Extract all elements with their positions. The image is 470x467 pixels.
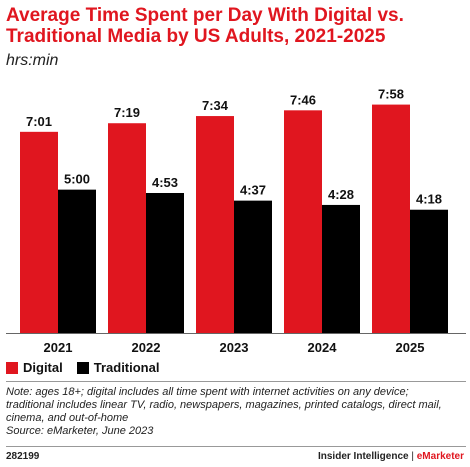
bar-digital-2024 [284,110,322,333]
chart-subtitle: hrs:min [6,52,59,69]
chart-id: 282199 [6,451,40,462]
legend-label-traditional: Traditional [93,360,160,375]
legend: Digital Traditional [6,360,173,375]
data-label-traditional-2023: 4:37 [240,183,266,198]
data-label-traditional-2025: 4:18 [416,192,442,207]
x-tick-label-2021: 2021 [44,340,73,355]
brand-separator: | [408,451,417,462]
data-label-digital-2024: 7:46 [290,92,316,107]
data-label-digital-2023: 7:34 [202,98,229,113]
footer-divider [6,446,466,447]
bar-traditional-2023 [234,200,272,333]
bar-digital-2022 [108,123,146,333]
source-line: Source: eMarketer, June 2023 [6,425,154,437]
note-line-3: cinema, and out-of-home [6,412,129,424]
data-label-digital-2022: 7:19 [114,105,140,120]
chart-title-line-1: Average Time Spent per Day With Digital … [6,5,404,26]
legend-label-digital: Digital [23,360,63,375]
bar-digital-2023 [196,116,234,333]
data-label-digital-2025: 7:58 [378,87,404,102]
bar-digital-2021 [20,131,58,333]
legend-swatch-traditional [76,361,89,374]
chart-notes: Note: ages 18+; digital includes all tim… [6,386,466,438]
data-label-digital-2021: 7:01 [26,114,52,129]
note-line-2: traditional includes linear TV, radio, n… [6,399,442,411]
bar-traditional-2022 [146,192,184,333]
x-tick-label-2022: 2022 [132,340,161,355]
brand-credit: Insider Intelligence | eMarketer [318,451,464,462]
chart-title: Average Time Spent per Day With Digital … [6,5,462,47]
note-divider [6,381,466,382]
legend-item-digital: Digital [6,360,63,375]
note-line-1: Note: ages 18+; digital includes all tim… [6,386,409,398]
bar-digital-2025 [372,104,410,333]
legend-item-traditional: Traditional [76,360,160,375]
legend-swatch-digital [6,361,18,374]
bar-traditional-2024 [322,204,360,333]
x-tick-label-2025: 2025 [396,340,425,355]
data-label-traditional-2022: 4:53 [152,175,178,190]
brand-insider-intelligence: Insider Intelligence [317,451,409,462]
bar-traditional-2021 [58,189,96,333]
chart-title-line-2: Traditional Media by US Adults, 2021-202… [6,26,386,47]
data-label-traditional-2024: 4:28 [328,187,354,202]
brand-emarketer: eMarketer [416,451,464,462]
bar-traditional-2025 [410,209,448,333]
x-tick-label-2024: 2024 [308,340,338,355]
data-label-traditional-2021: 5:00 [64,172,90,187]
x-tick-label-2023: 2023 [220,340,249,355]
